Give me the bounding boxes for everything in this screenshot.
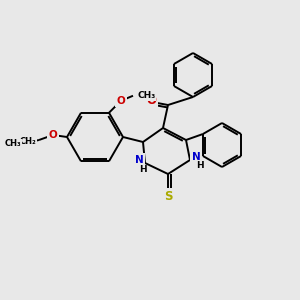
- Text: H: H: [196, 161, 204, 170]
- Text: O: O: [117, 96, 125, 106]
- Text: N: N: [135, 155, 143, 165]
- Text: O: O: [49, 130, 57, 140]
- Text: N: N: [192, 152, 200, 162]
- Text: CH₂: CH₂: [19, 136, 36, 146]
- Text: S: S: [164, 190, 172, 202]
- Text: H: H: [139, 164, 147, 173]
- Text: CH₃: CH₃: [137, 91, 155, 100]
- Text: O: O: [146, 94, 156, 107]
- Text: CH₃: CH₃: [4, 140, 21, 148]
